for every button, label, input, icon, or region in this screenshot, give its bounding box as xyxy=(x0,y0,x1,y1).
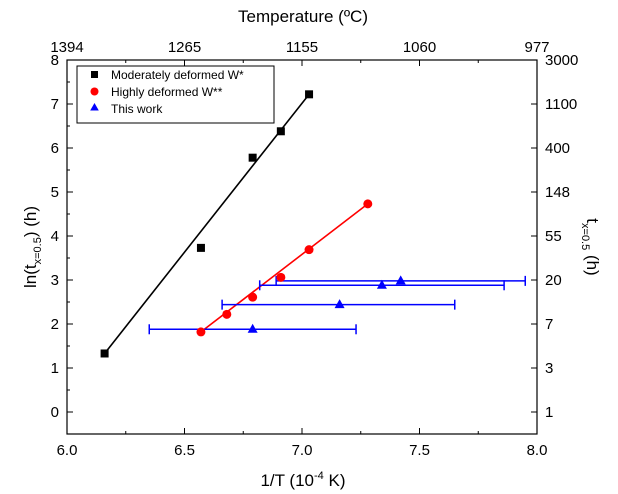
right-axis-title-main: t xyxy=(583,218,602,223)
data-point-triangle xyxy=(376,279,387,289)
right-tick-label: 20 xyxy=(545,272,562,289)
data-point-square xyxy=(305,90,314,99)
top-tick-label: 1265 xyxy=(168,39,201,56)
legend-marker-highly-deformed xyxy=(90,87,99,96)
data-point-circle xyxy=(363,199,373,209)
legend-marker-moderately-deformed xyxy=(91,71,98,78)
legend-box xyxy=(76,65,275,124)
x-tick-label: 6.5 xyxy=(174,442,195,459)
data-point-circle xyxy=(248,292,258,302)
legend: Moderately deformed W* Highly deformed W… xyxy=(76,65,275,124)
x-tick-label: 7.5 xyxy=(409,442,430,459)
y-tick-label: 0 xyxy=(51,404,59,421)
y-tick-label: 5 xyxy=(51,184,59,201)
y-tick-label: 6 xyxy=(51,140,59,157)
right-tick-label: 55 xyxy=(545,228,562,245)
legend-marker-this-work xyxy=(90,103,99,111)
y-tick-label: 2 xyxy=(51,316,59,333)
right-axis-title-tail: (h) xyxy=(583,250,602,276)
right-tick-label: 1 xyxy=(545,404,553,421)
legend-label-this-work: This work xyxy=(111,102,163,116)
data-point-square xyxy=(196,243,205,252)
y-axis-title-sub: x=0.5 xyxy=(32,237,44,264)
right-tick-label: 7 xyxy=(545,316,553,333)
top-axis-title: Temperature (ºC) xyxy=(238,7,368,26)
data-point-circle xyxy=(276,272,286,282)
data-point-circle xyxy=(304,245,314,255)
data-point-square xyxy=(100,349,109,358)
data-point-triangle xyxy=(247,323,258,333)
data-point-triangle xyxy=(395,275,406,285)
x-tick-label: 7.0 xyxy=(292,442,313,459)
legend-label-moderately-deformed: Moderately deformed W* xyxy=(111,68,244,82)
y-axis-title-main: ln(t xyxy=(21,264,40,288)
legend-label-highly-deformed: Highly deformed W** xyxy=(111,85,223,99)
right-axis-title: tx=0.5 (h) xyxy=(579,218,602,275)
x-axis-title-main: 1/T (10 xyxy=(260,471,314,490)
right-tick-label: 3 xyxy=(545,360,553,377)
x-axis-title-sup: -4 xyxy=(314,470,324,482)
right-tick-label: 400 xyxy=(545,140,570,157)
y-axis-title: ln(tx=0.5) (h) xyxy=(21,206,44,288)
data-point-triangle xyxy=(334,299,345,309)
y-tick-label: 3 xyxy=(51,272,59,289)
fit-line-series-0 xyxy=(103,93,310,354)
x-tick-label: 8.0 xyxy=(527,442,548,459)
y-tick-label: 4 xyxy=(51,228,59,245)
data-point-square xyxy=(248,153,257,162)
right-tick-label: 3000 xyxy=(545,52,578,69)
x-tick-label: 6.0 xyxy=(57,442,78,459)
top-tick-label: 1155 xyxy=(286,39,318,56)
x-axis-title: 1/T (10-4 K) xyxy=(260,470,345,490)
top-tick-label: 1060 xyxy=(403,39,436,56)
data-point-circle xyxy=(222,309,232,319)
data-point-circle xyxy=(196,327,206,337)
y-tick-label: 8 xyxy=(51,52,59,69)
data-point-square xyxy=(276,127,285,136)
right-tick-label: 148 xyxy=(545,184,570,201)
y-tick-label: 1 xyxy=(51,360,59,377)
x-axis-title-tail: K) xyxy=(324,471,346,490)
right-axis-title-sub: x=0.5 xyxy=(579,223,591,250)
right-tick-label: 1100 xyxy=(545,96,577,113)
top-tick-label: 1394 xyxy=(50,39,83,56)
y-tick-label: 7 xyxy=(51,96,59,113)
y-axis-title-tail: ) (h) xyxy=(21,206,40,237)
top-tick-label: 977 xyxy=(524,39,549,56)
